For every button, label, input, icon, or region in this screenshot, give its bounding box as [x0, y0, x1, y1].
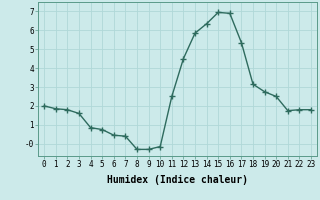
X-axis label: Humidex (Indice chaleur): Humidex (Indice chaleur) [107, 175, 248, 185]
